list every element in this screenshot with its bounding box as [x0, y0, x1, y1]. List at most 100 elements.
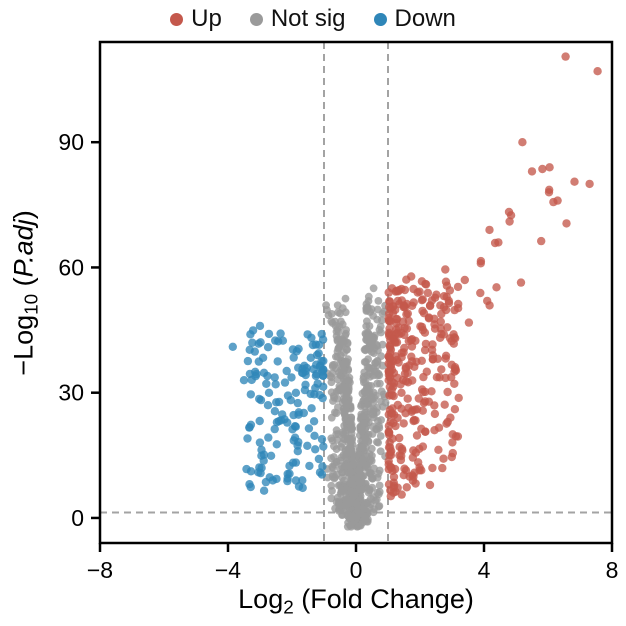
point-up	[449, 330, 458, 339]
x-label-sub: 2	[283, 597, 294, 619]
point-not-sig	[341, 411, 349, 420]
y-tick-label: 90	[58, 129, 84, 155]
point-up	[393, 400, 402, 410]
point-not-sig	[332, 352, 340, 361]
x-label-prefix: Log	[238, 584, 284, 614]
point-not-sig	[359, 455, 367, 464]
x-tick-label: −4	[215, 557, 241, 583]
point-not-sig	[344, 377, 353, 385]
point-up	[402, 324, 412, 333]
point-down	[283, 469, 292, 479]
point-up	[385, 341, 394, 350]
point-not-sig	[332, 409, 341, 418]
point-not-sig	[363, 517, 372, 526]
point-not-sig	[363, 371, 372, 380]
point-down	[310, 431, 319, 440]
point-up	[593, 67, 602, 76]
point-down	[250, 347, 259, 356]
point-up	[398, 375, 408, 385]
point-not-sig	[328, 362, 337, 371]
point-down	[311, 340, 320, 349]
point-not-sig	[337, 486, 346, 494]
point-down	[318, 371, 328, 380]
point-up	[420, 328, 430, 337]
point-up	[437, 365, 446, 374]
point-up	[428, 340, 437, 349]
point-up	[420, 345, 430, 355]
point-up	[418, 387, 428, 397]
point-down	[246, 390, 255, 399]
point-down	[263, 401, 273, 410]
point-not-sig	[337, 317, 345, 326]
point-not-sig	[377, 387, 386, 396]
point-up	[388, 331, 397, 340]
point-not-sig	[377, 328, 385, 337]
point-down	[307, 404, 316, 413]
point-up	[483, 296, 492, 306]
point-down	[292, 347, 301, 356]
point-up	[442, 281, 452, 290]
point-down	[264, 433, 273, 442]
point-up	[436, 301, 445, 310]
point-not-sig	[381, 398, 390, 407]
point-down	[278, 410, 287, 419]
point-not-sig	[365, 485, 374, 494]
point-down	[274, 397, 284, 407]
legend-label-not-sig: Not sig	[270, 5, 346, 32]
point-down	[271, 380, 280, 389]
point-not-sig	[332, 327, 341, 336]
series-up	[384, 52, 602, 501]
point-not-sig	[333, 375, 342, 384]
point-up	[538, 164, 547, 174]
point-down	[291, 388, 301, 397]
point-up	[384, 316, 394, 326]
point-down	[255, 416, 264, 426]
point-down	[312, 350, 322, 360]
point-up	[430, 409, 440, 419]
point-not-sig	[352, 513, 361, 521]
point-not-sig	[335, 500, 343, 509]
point-down	[289, 410, 298, 420]
point-up	[444, 296, 453, 306]
point-down	[312, 369, 321, 379]
point-up	[385, 430, 394, 439]
point-up	[404, 403, 413, 413]
point-not-sig	[372, 495, 381, 504]
legend-item-up: Up	[170, 5, 222, 33]
y-label-prefix: −Log	[8, 314, 39, 376]
point-down	[276, 329, 285, 338]
point-up	[388, 378, 397, 387]
y-axis-label: −Log10 (P.adj)	[8, 210, 43, 375]
point-up	[407, 272, 416, 281]
point-down	[298, 476, 307, 485]
point-down	[293, 398, 302, 408]
x-axis-label: Log2 (Fold Change)	[238, 584, 474, 619]
point-down	[272, 440, 281, 449]
point-up	[585, 179, 594, 189]
point-down	[246, 330, 255, 339]
point-not-sig	[343, 462, 352, 470]
point-up	[561, 52, 570, 61]
point-up	[464, 318, 474, 327]
point-up	[450, 379, 459, 388]
point-down	[255, 438, 265, 447]
point-up	[516, 278, 526, 287]
point-up	[385, 443, 395, 452]
point-not-sig	[374, 297, 383, 305]
point-up	[400, 464, 409, 473]
point-up	[389, 302, 398, 311]
point-not-sig	[347, 487, 356, 496]
x-tick-label: 0	[350, 557, 363, 583]
point-not-sig	[328, 464, 337, 472]
point-up	[397, 296, 406, 305]
point-down	[239, 376, 249, 385]
point-not-sig	[378, 340, 387, 349]
y-label-italic: P.adj	[8, 219, 39, 278]
y-label-suffix: )	[8, 210, 39, 220]
point-down	[270, 373, 279, 382]
point-down	[246, 467, 256, 476]
point-down	[255, 321, 265, 331]
point-down	[304, 424, 314, 433]
legend-item-down: Down	[373, 5, 456, 33]
